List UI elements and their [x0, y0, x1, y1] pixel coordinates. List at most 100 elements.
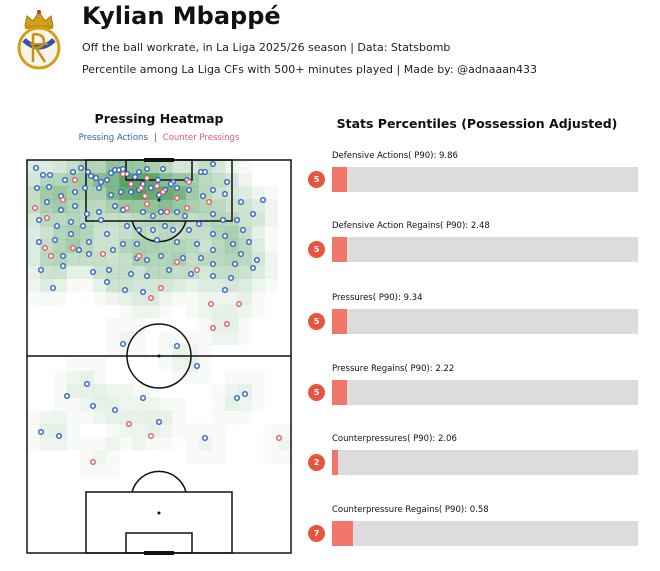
pressing-action-point — [127, 271, 134, 278]
heat-cell — [185, 331, 199, 345]
heat-cell — [172, 331, 186, 345]
heat-cell — [40, 424, 54, 438]
pressing-action-point — [123, 222, 130, 229]
pressing-action-point — [69, 168, 76, 175]
heat-cell — [93, 384, 107, 398]
pressing-action-point — [139, 289, 146, 296]
pressing-action-point — [165, 267, 172, 274]
heat-cell — [251, 371, 265, 385]
stat-row-defensive-actions: Defensive Actions( P90): 9.86 5 — [306, 151, 646, 211]
heat-cell — [53, 437, 67, 451]
heat-cell — [27, 410, 41, 425]
pressing-action-point — [173, 238, 180, 245]
heat-cell — [132, 212, 146, 227]
heat-cell — [53, 371, 67, 385]
heat-cell — [93, 371, 107, 385]
pressing-action-point — [173, 343, 180, 350]
pressing-action-point — [147, 184, 154, 191]
heat-cell — [172, 160, 186, 174]
heat-cell — [106, 292, 120, 306]
pressing-action-point — [111, 407, 118, 414]
heat-cell — [79, 410, 94, 425]
heat-cell — [198, 226, 212, 240]
heat-cells-layer — [27, 160, 292, 477]
percentile-fill — [332, 521, 354, 546]
heat-cell — [106, 410, 120, 425]
heat-cell — [185, 424, 199, 438]
pressing-action-point — [169, 226, 176, 233]
heat-cell — [238, 212, 252, 227]
pressing-action-point — [107, 191, 114, 198]
pressing-action-point — [131, 173, 138, 180]
pressing-action-point — [89, 403, 96, 410]
pressing-action-point — [219, 216, 226, 223]
heat-cell — [119, 344, 133, 359]
heat-cell — [66, 265, 80, 279]
counter-pressing-point — [157, 285, 164, 292]
heat-cell — [93, 410, 107, 425]
heat-cell — [225, 384, 239, 398]
percentile-badge: 5 — [308, 384, 325, 401]
counter-pressing-point — [173, 194, 180, 201]
legend-pressing-actions: Pressing Actions — [78, 133, 148, 143]
pressing-action-point — [109, 246, 116, 253]
pressing-action-point — [143, 165, 150, 172]
counter-pressing-point — [127, 180, 134, 187]
heat-cell — [159, 397, 173, 411]
centre-circle — [126, 323, 192, 389]
heat-cell — [225, 305, 239, 319]
pressing-action-point — [193, 363, 200, 370]
heat-cell — [251, 278, 265, 293]
counter-pressing-point — [147, 433, 154, 440]
heat-cell — [119, 437, 133, 451]
pressing-action-point — [201, 168, 208, 175]
counter-pressing-point — [235, 301, 242, 308]
counter-pressing-point — [119, 170, 126, 177]
heat-cell — [106, 212, 120, 227]
pressing-action-point — [187, 271, 194, 278]
pressing-action-point — [209, 160, 216, 167]
heat-cell — [106, 252, 120, 266]
heat-cell — [172, 371, 186, 385]
pressing-action-point — [135, 226, 142, 233]
stat-row-counterpressure-regains: Counterpressure Regains( P90): 0.58 7 — [306, 505, 646, 565]
pressing-action-point — [209, 246, 216, 253]
heat-cell — [119, 318, 133, 332]
heat-cell — [145, 410, 160, 425]
stat-label: Pressure Regains( P90): 2.22 — [332, 364, 455, 374]
heat-cell — [251, 384, 265, 398]
pressing-action-point — [199, 192, 206, 199]
counter-pressing-point — [183, 204, 190, 211]
pressing-action-point — [95, 208, 102, 215]
heat-cell — [198, 292, 212, 306]
heat-cell — [172, 358, 186, 372]
pressing-action-point — [209, 273, 216, 280]
heat-cell — [198, 265, 212, 279]
percentile-track — [332, 309, 638, 334]
heat-cell — [27, 424, 41, 438]
pressing-action-point — [133, 240, 140, 247]
heat-cell — [66, 437, 80, 451]
heat-cell — [238, 410, 252, 425]
percentile-badge: 5 — [308, 313, 325, 330]
heat-cell — [159, 160, 173, 174]
pressing-action-point — [185, 226, 192, 233]
pressing-action-point — [135, 168, 142, 175]
heat-cell — [93, 186, 107, 200]
heat-cell — [198, 318, 212, 332]
heat-cell — [238, 331, 252, 345]
heat-cell — [106, 450, 120, 464]
heat-cell — [119, 292, 133, 306]
heat-cell — [53, 410, 67, 425]
counter-pressing-point — [69, 244, 76, 251]
pressing-action-point — [161, 222, 168, 229]
percentile-track — [332, 380, 638, 405]
heat-cell — [27, 265, 41, 279]
pressing-action-point — [159, 165, 166, 172]
pressing-action-point — [119, 165, 126, 172]
heat-cell — [27, 278, 41, 293]
pressing-action-point — [229, 240, 236, 247]
heat-cell — [172, 410, 186, 425]
heat-cell — [27, 292, 41, 306]
heat-cell — [264, 278, 278, 293]
